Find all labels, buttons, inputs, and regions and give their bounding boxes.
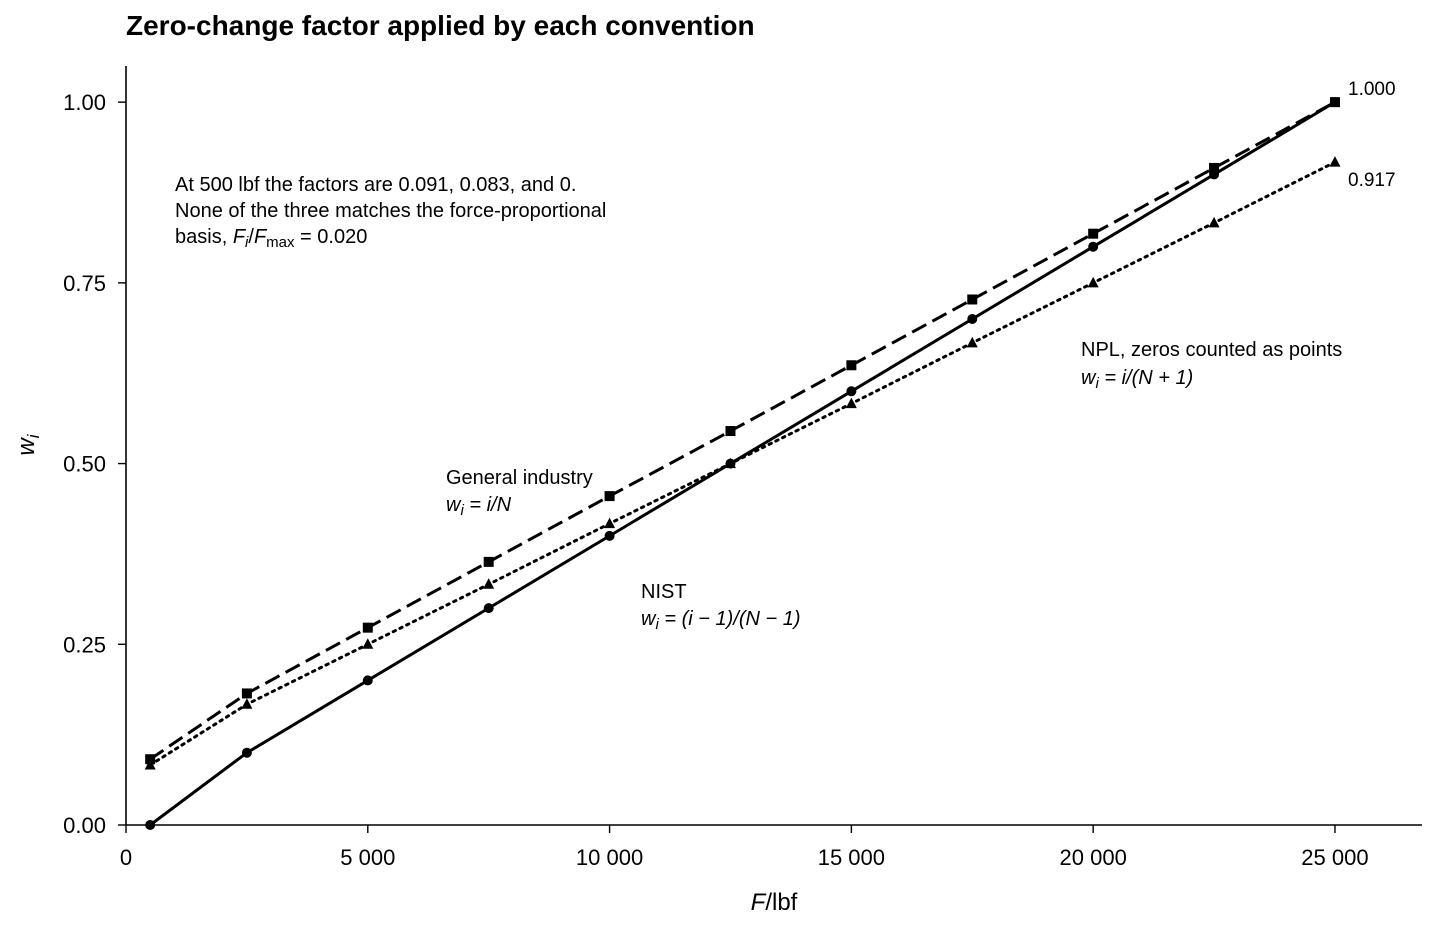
x-tick-label: 15 000: [818, 845, 885, 870]
label-nist: NIST wi = (i − 1)/(N − 1): [641, 581, 801, 633]
data-point-triangle: [604, 517, 616, 529]
label-npl: NPL, zeros counted as points wi = i/(N +…: [1081, 339, 1342, 392]
x-axis-label: F/lbf: [751, 889, 798, 916]
y-tick-label: 0.50: [63, 452, 106, 477]
data-point-triangle: [966, 336, 978, 348]
note-line-3: basis, Fi/Fmax = 0.020: [175, 226, 367, 251]
end-label-npl: 0.917: [1348, 170, 1396, 191]
general-industry-formula: wi = i/N: [446, 494, 512, 519]
data-point-square: [145, 754, 156, 765]
x-tick-label: 20 000: [1060, 845, 1127, 870]
x-tick-label: 25 000: [1301, 845, 1368, 870]
x-ticks: 0 5 000 10 000 15 000 20 000 25 000: [120, 825, 1369, 870]
note-line-2: None of the three matches the force-prop…: [175, 200, 606, 222]
data-point-triangle: [1087, 276, 1099, 288]
series-line-dotted: [148, 160, 1337, 767]
x-tick-label: 10 000: [576, 845, 643, 870]
data-point-circle: [362, 675, 373, 686]
series-triangle-group: [144, 156, 1341, 770]
x-tick-label: 5 000: [340, 845, 395, 870]
data-point-triangle: [144, 759, 156, 770]
end-label-max: 1.000: [1348, 79, 1396, 100]
nist-formula: wi = (i − 1)/(N − 1): [641, 608, 801, 633]
data-point-square: [846, 360, 857, 371]
data-point-square: [1329, 97, 1340, 108]
data-point-circle: [145, 820, 156, 830]
npl-formula: wi = i/(N + 1): [1081, 367, 1193, 392]
data-point-circle: [604, 530, 615, 541]
data-point-triangle: [483, 578, 495, 589]
x-tick-label: 0: [120, 845, 132, 870]
data-point-triangle: [362, 638, 374, 649]
note-line-1: At 500 lbf the factors are 0.091, 0.083,…: [175, 174, 576, 196]
data-point-square: [483, 556, 494, 567]
data-point-circle: [241, 747, 252, 758]
note-annotation: At 500 lbf the factors are 0.091, 0.083,…: [175, 174, 606, 251]
y-tick-label: 0.25: [63, 632, 106, 657]
data-point-circle: [1088, 241, 1099, 252]
data-point-circle: [846, 386, 857, 397]
data-point-triangle: [1329, 156, 1341, 167]
data-point-circle: [967, 314, 978, 324]
data-point-circle: [483, 603, 494, 614]
label-general-industry: General industry wi = i/N: [446, 467, 593, 519]
npl-name: NPL, zeros counted as points: [1081, 339, 1342, 361]
data-point-square: [725, 426, 736, 437]
data-point-triangle: [845, 397, 857, 409]
y-ticks: 0.00 0.25 0.50 0.75 1.00: [63, 90, 126, 838]
y-tick-label: 1.00: [63, 90, 106, 115]
series-square-group: [145, 97, 1340, 765]
chart-title: Zero-change factor applied by each conve…: [126, 10, 755, 41]
data-point-triangle: [1208, 216, 1220, 228]
data-point-square: [1088, 228, 1099, 239]
data-point-square: [967, 294, 978, 305]
general-industry-name: General industry: [446, 467, 593, 489]
y-tick-label: 0.75: [63, 271, 106, 296]
nist-name: NIST: [641, 581, 687, 603]
data-point-triangle: [241, 698, 253, 709]
data-point-square: [241, 688, 252, 699]
data-point-square: [604, 491, 615, 502]
y-tick-label: 0.00: [63, 813, 106, 838]
y-axis-label: wi: [13, 433, 43, 455]
data-point-square: [362, 622, 373, 633]
data-point-triangle: [724, 457, 736, 469]
data-point-square: [1209, 162, 1220, 173]
series-layer: [144, 97, 1341, 830]
